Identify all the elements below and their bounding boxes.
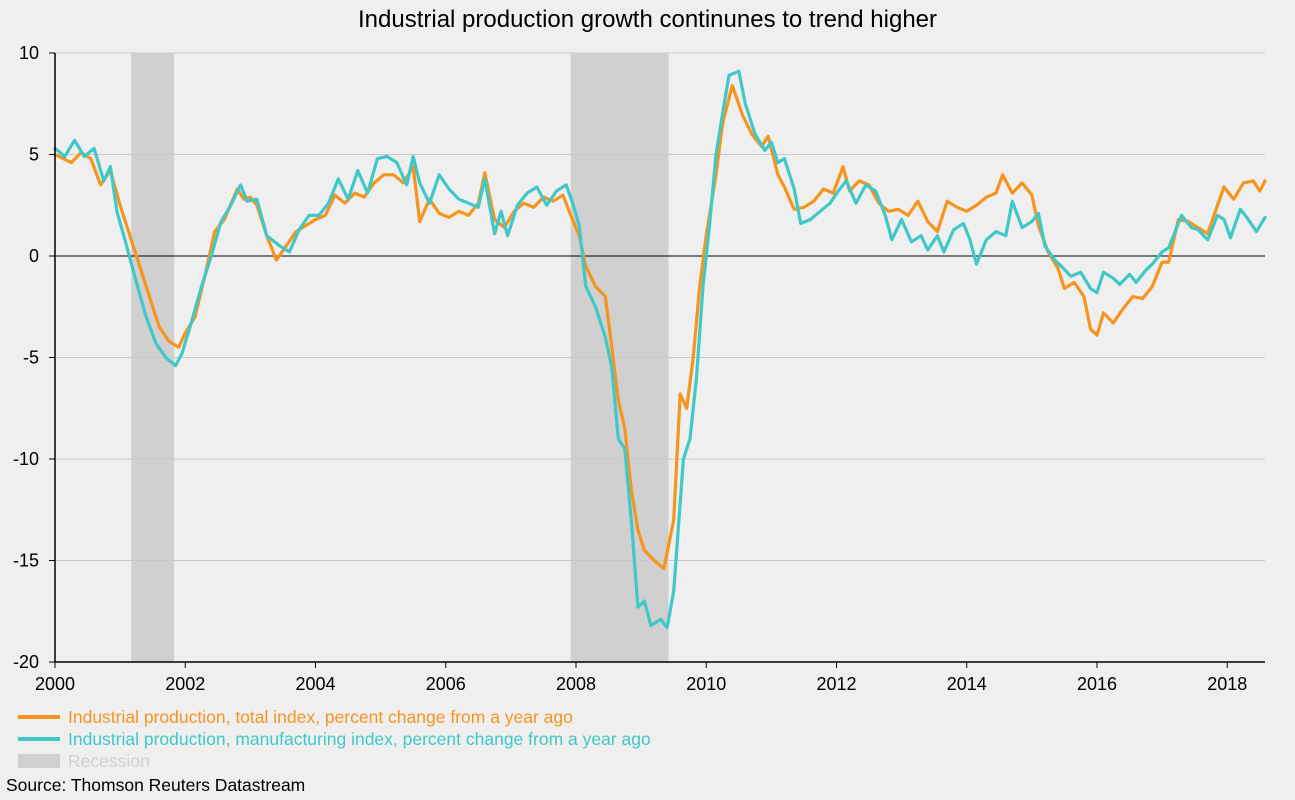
x-tick-label: 2012 [816,674,856,694]
y-tick-label: 10 [19,43,39,63]
source-note: Source: Thomson Reuters Datastream [6,775,306,795]
legend-label-total: Industrial production, total index, perc… [68,706,573,727]
x-tick-label: 2014 [947,674,987,694]
legend-item-manufacturing: Industrial production, manufacturing ind… [18,728,651,750]
legend-swatch-manufacturing [18,737,60,741]
y-tick-label: -5 [23,348,39,368]
y-tick-label: -15 [13,551,39,571]
chart-title: Industrial production growth continunes … [357,6,938,33]
legend-swatch-total [18,715,60,719]
y-tick-label: 5 [29,145,39,165]
legend-label-manufacturing: Industrial production, manufacturing ind… [68,728,651,749]
y-tick-label: 0 [29,246,39,266]
series-lines [53,69,1267,630]
x-tick-label: 2010 [686,674,726,694]
legend-item-recession: Recession [18,750,651,772]
y-tick-label: -20 [13,652,39,672]
x-tick-label: 2016 [1077,674,1117,694]
series-line-manufacturing [53,69,1267,630]
x-tick-label: 2000 [35,674,75,694]
x-tick-label: 2018 [1207,674,1247,694]
x-tick-label: 2004 [295,674,335,694]
x-tick-label: 2006 [426,674,466,694]
y-tick-label: -10 [13,449,39,469]
x-tick-label: 2008 [556,674,596,694]
legend-item-total: Industrial production, total index, perc… [18,706,651,728]
gridlines [55,52,1265,561]
legend-swatch-recession [18,754,60,768]
series-line-total [53,83,1267,571]
legend: Industrial production, total index, perc… [18,706,651,772]
legend-label-recession: Recession [68,750,150,771]
x-tick-label: 2002 [165,674,205,694]
